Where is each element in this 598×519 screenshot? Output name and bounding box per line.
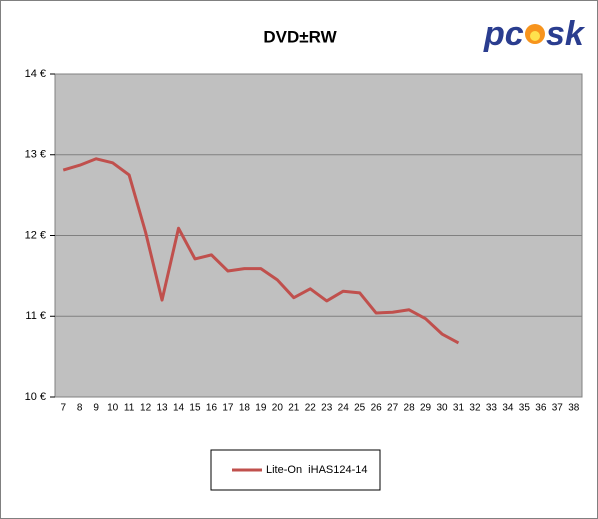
y-tick-label: 10 €: [25, 391, 46, 403]
legend: [210, 449, 381, 491]
x-tick-label: 31: [453, 403, 465, 414]
x-tick-label: 18: [239, 403, 251, 414]
x-tick-label: 27: [387, 403, 399, 414]
x-tick-label: 35: [519, 403, 531, 414]
x-tick-label: 38: [568, 403, 580, 414]
x-tick-label: 30: [436, 403, 448, 414]
x-tick-label: 21: [288, 403, 300, 414]
x-tick-label: 24: [338, 403, 350, 414]
logo-text: sk: [546, 15, 586, 53]
x-tick-label: 19: [255, 403, 267, 414]
x-tick-label: 14: [173, 403, 185, 414]
x-tick-label: 11: [124, 403, 135, 414]
logo-flame-core: [530, 31, 540, 41]
x-tick-label: 32: [469, 403, 481, 414]
x-tick-label: 23: [321, 403, 333, 414]
y-tick-label: 14 €: [25, 68, 46, 80]
y-tick-label: 12 €: [25, 229, 46, 241]
series-line: [62, 157, 460, 345]
x-tick-label: 25: [354, 403, 366, 414]
x-tick-label: 7: [60, 403, 66, 414]
x-tick-label: 13: [156, 403, 168, 414]
x-tick-label: 36: [535, 403, 547, 414]
x-tick-label: 29: [420, 403, 432, 414]
x-tick-label: 20: [272, 403, 284, 414]
x-tick-label: 37: [552, 403, 564, 414]
chart-title: DVD±RW: [263, 27, 337, 46]
y-tick-label: 13 €: [25, 149, 46, 161]
x-tick-label: 33: [486, 403, 498, 414]
x-tick-label: 9: [93, 403, 99, 414]
logo: pc sk: [483, 15, 586, 53]
x-tick-label: 34: [502, 403, 514, 414]
x-tick-label: 10: [107, 403, 119, 414]
x-tick-label: 8: [77, 403, 83, 414]
x-tick-label: 26: [371, 403, 383, 414]
y-tick-label: 11 €: [25, 310, 46, 322]
logo-text: pc: [483, 15, 524, 53]
x-tick-label: 15: [189, 403, 201, 414]
x-tick-label: 28: [404, 403, 416, 414]
x-tick-label: 12: [140, 403, 152, 414]
x-tick-label: 16: [206, 403, 218, 414]
x-tick-label: 22: [305, 403, 317, 414]
x-tick-label: 17: [222, 403, 234, 414]
legend-label: Lite-On iHAS124-14: [266, 464, 368, 476]
